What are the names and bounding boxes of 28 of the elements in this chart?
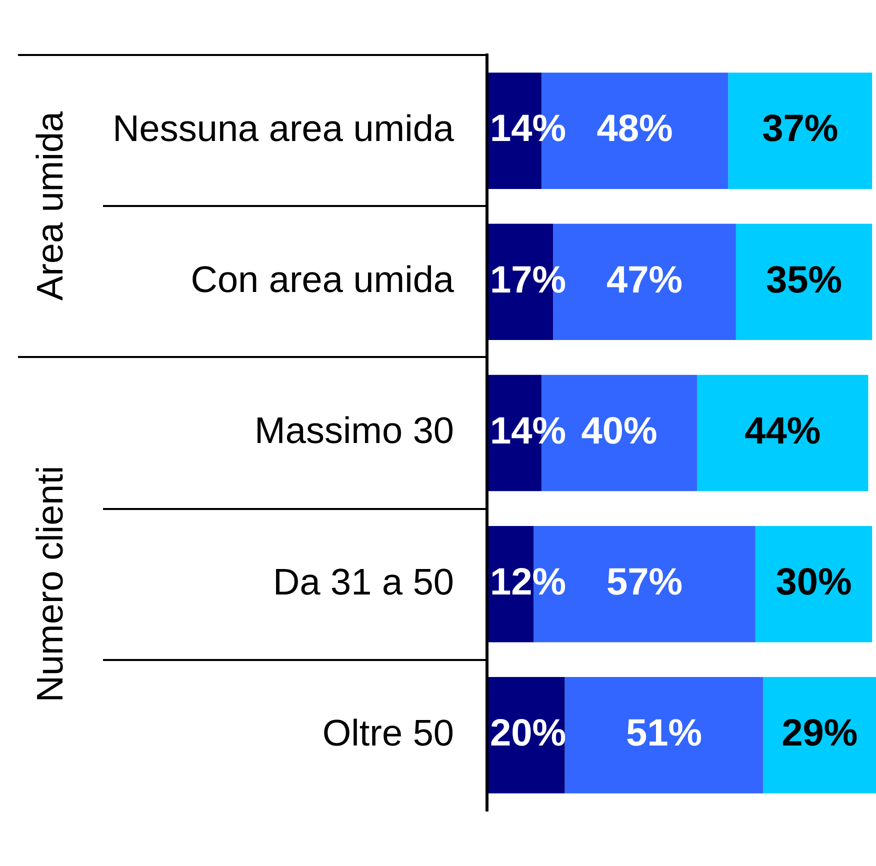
y-tick-label: Nessuna area umida xyxy=(112,108,454,149)
data-label: 14% xyxy=(490,410,566,452)
bar xyxy=(697,374,868,492)
bar xyxy=(763,677,876,794)
data-label: 40% xyxy=(581,410,658,452)
bar xyxy=(755,526,872,642)
text: Numero clienti xyxy=(30,466,70,702)
data-label: 30% xyxy=(776,562,852,604)
data-label: 35% xyxy=(766,259,842,302)
data-label: 44% xyxy=(744,410,821,452)
bar xyxy=(564,677,764,794)
data-label: 20% xyxy=(490,712,566,755)
data-label: 17% xyxy=(490,259,566,302)
data-label: 48% xyxy=(596,108,673,150)
data-label: 12% xyxy=(490,562,566,604)
y-tick-label: Massimo 30 xyxy=(254,410,454,452)
y-tick-label: Con area umida xyxy=(190,259,454,300)
data-label: 37% xyxy=(762,108,838,150)
data-label: 51% xyxy=(626,712,702,755)
data-label: 47% xyxy=(606,259,683,302)
data-label: 57% xyxy=(606,562,683,604)
text: Area umida xyxy=(30,112,70,301)
y-tick-label: Da 31 a 50 xyxy=(272,561,454,602)
bar xyxy=(728,72,872,189)
y-tick-label: Oltre 50 xyxy=(322,712,454,754)
bar xyxy=(736,224,872,340)
data-label: 29% xyxy=(782,712,858,755)
data-label: 14% xyxy=(490,108,566,150)
